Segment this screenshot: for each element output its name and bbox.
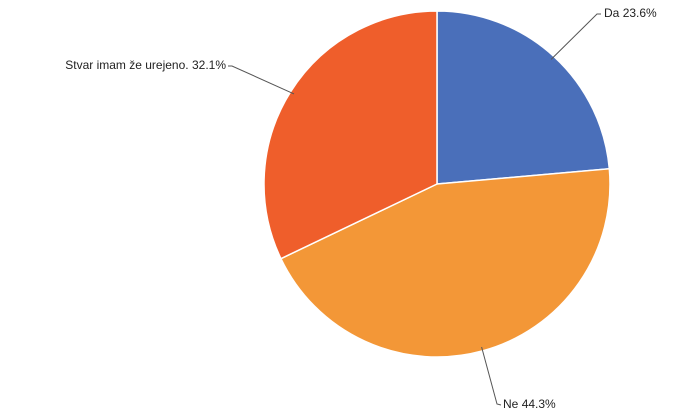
slice-label: Ne 44.3% xyxy=(503,397,556,411)
leader-line xyxy=(228,65,295,95)
slice-label: Stvar imam že urejeno. 32.1% xyxy=(65,58,226,72)
leader-line xyxy=(550,13,601,60)
leader-line xyxy=(481,346,502,406)
slice-category: Ne xyxy=(503,397,519,411)
slice-category: Da xyxy=(604,6,620,20)
pie-slice xyxy=(263,10,438,260)
slice-category: Stvar imam že urejeno. xyxy=(65,58,188,72)
slice-value: 44.3% xyxy=(522,397,556,411)
slice-label: Da 23.6% xyxy=(604,6,657,20)
slice-value: 32.1% xyxy=(192,58,226,72)
slice-value: 23.6% xyxy=(623,6,657,20)
pie-slice xyxy=(436,10,611,185)
